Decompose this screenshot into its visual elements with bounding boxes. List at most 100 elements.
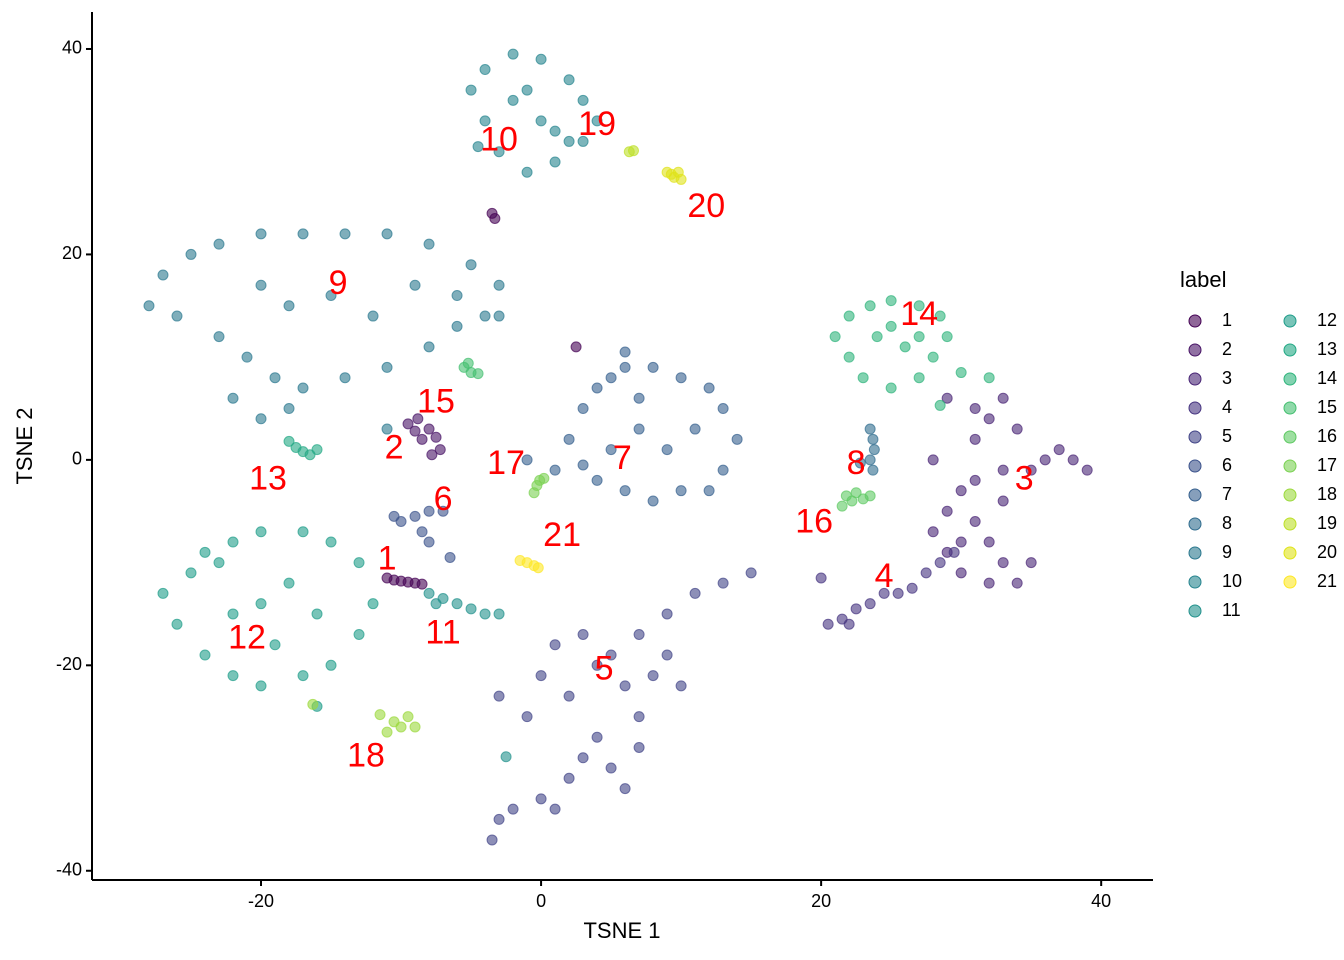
point [535, 670, 547, 682]
point [605, 649, 617, 661]
legend-label: 17 [1317, 455, 1337, 475]
legend-swatch [1283, 314, 1297, 328]
y-axis-title: TSNE 2 [12, 407, 37, 484]
point [535, 53, 547, 65]
point [521, 84, 533, 96]
point [647, 361, 659, 373]
point [489, 212, 501, 224]
legend-swatch [1188, 546, 1202, 560]
point [493, 690, 505, 702]
point [423, 341, 435, 353]
point [426, 449, 438, 461]
legend-swatch [1283, 488, 1297, 502]
point [549, 125, 561, 137]
cluster-label: 3 [1015, 459, 1034, 497]
cluster-label: 17 [487, 444, 525, 482]
legend-label: 1 [1222, 310, 1232, 330]
point [577, 135, 589, 147]
point [157, 587, 169, 599]
legend-label: 2 [1222, 339, 1232, 359]
point [283, 577, 295, 589]
legend-swatch [1188, 488, 1202, 502]
point [493, 146, 505, 158]
point [871, 331, 883, 343]
cluster-label: 21 [543, 516, 581, 554]
point [255, 228, 267, 240]
point [451, 598, 463, 610]
point [983, 372, 995, 384]
cluster-label: 18 [347, 737, 385, 775]
point [731, 433, 743, 445]
point [997, 392, 1009, 404]
point [717, 577, 729, 589]
point [283, 300, 295, 312]
point [269, 639, 281, 651]
point [255, 279, 267, 291]
x-axis-title: TSNE 1 [583, 918, 660, 943]
point [563, 135, 575, 147]
point [493, 813, 505, 825]
point [353, 628, 365, 640]
legend-swatch [1188, 459, 1202, 473]
point [339, 228, 351, 240]
point [423, 423, 435, 435]
point [591, 659, 603, 671]
point [843, 618, 855, 630]
point [1053, 444, 1065, 456]
point [577, 94, 589, 106]
point [885, 382, 897, 394]
point [507, 803, 519, 815]
cluster-label: 8 [847, 444, 866, 482]
point [409, 510, 421, 522]
legend-swatch [1283, 372, 1297, 386]
point [934, 310, 946, 322]
legend-label: 19 [1317, 513, 1337, 533]
legend-swatch [1283, 575, 1297, 589]
point [619, 361, 631, 373]
point [416, 526, 428, 538]
cluster-label: 15 [417, 382, 455, 420]
legend-label: 6 [1222, 455, 1232, 475]
point [941, 505, 953, 517]
point [500, 751, 512, 763]
point [563, 74, 575, 86]
point [675, 485, 687, 497]
point [689, 423, 701, 435]
point [367, 598, 379, 610]
point [283, 403, 295, 415]
point [472, 368, 484, 380]
legend-swatch [1283, 401, 1297, 415]
point [1025, 557, 1037, 569]
point [416, 433, 428, 445]
point [434, 444, 446, 456]
legend-swatch [1188, 517, 1202, 531]
point [675, 372, 687, 384]
point [213, 331, 225, 343]
point [430, 431, 442, 443]
legend-swatch [1188, 343, 1202, 357]
cluster-label: 19 [578, 105, 616, 143]
point [416, 578, 428, 590]
point [213, 238, 225, 250]
point [563, 433, 575, 445]
point [409, 279, 421, 291]
point [997, 557, 1009, 569]
x-tick-label: 40 [1091, 891, 1111, 911]
point [934, 399, 946, 411]
legend-label: 5 [1222, 426, 1232, 446]
point [269, 372, 281, 384]
legend-swatch [1188, 372, 1202, 386]
point [1011, 577, 1023, 589]
legend-label: 12 [1317, 310, 1337, 330]
point [171, 618, 183, 630]
point [913, 300, 925, 312]
point [955, 485, 967, 497]
legend-swatch [1188, 401, 1202, 415]
legend-label: 20 [1317, 542, 1337, 562]
point [374, 709, 386, 721]
cluster-label: 2 [385, 429, 404, 467]
point [969, 433, 981, 445]
cluster-label: 4 [875, 557, 894, 595]
point [899, 341, 911, 353]
point [227, 536, 239, 548]
